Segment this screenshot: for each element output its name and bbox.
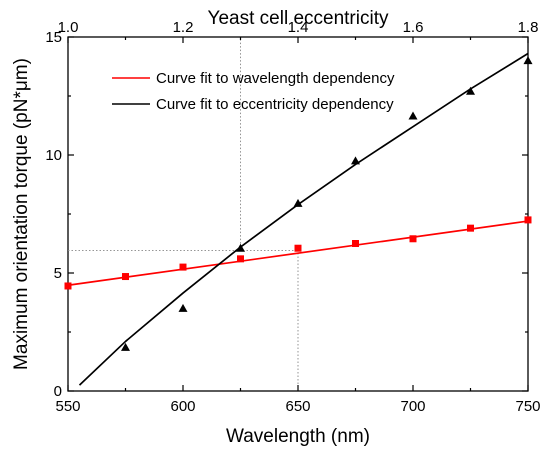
axis-ticks: 550 600 650 700 750 1.0 1.2 1.4 1.6 1.8 0 5 10 15 <box>45 19 540 415</box>
x2-tick-label: 1.0 <box>58 19 79 36</box>
x2-axis-label: Yeast cell eccentricity <box>208 8 389 29</box>
marker-series-0-point-0 <box>64 282 72 290</box>
x-axis-label: Wavelength (nm) <box>226 426 370 447</box>
x-tick-label: 750 <box>515 398 540 415</box>
x2-tick-label: 1.6 <box>403 19 424 36</box>
marker-series-0-point-7 <box>467 224 474 232</box>
x-tick-label: 650 <box>285 398 310 415</box>
x-tick-label: 550 <box>55 398 80 415</box>
marker-series-1-point-2 <box>236 243 245 252</box>
marker-series-1-point-0 <box>121 342 130 351</box>
y-tick-label: 10 <box>45 147 62 164</box>
marker-series-0-point-3 <box>237 255 244 263</box>
marker-series-0-point-8 <box>524 216 532 224</box>
legend-label-eccentricity: Curve fit to eccentricity dependency <box>156 96 394 113</box>
marker-series-1-point-6 <box>466 86 475 95</box>
marker-series-1-point-1 <box>178 303 188 312</box>
marker-series-0-point-5 <box>352 240 359 247</box>
fit-line-series-0 <box>67 220 529 287</box>
marker-series-0-point-6 <box>409 235 417 243</box>
x-tick-label: 700 <box>400 398 425 415</box>
marker-series-0-point-2 <box>179 263 187 271</box>
data-markers <box>64 56 533 351</box>
marker-series-1-point-4 <box>351 156 360 165</box>
y-tick-label: 15 <box>45 29 62 46</box>
reference-lines <box>68 37 299 391</box>
legend: Curve fit to wavelength dependency Curve… <box>112 70 395 113</box>
legend-label-wavelength: Curve fit to wavelength dependency <box>156 70 395 87</box>
y-tick-label: 0 <box>54 383 62 400</box>
x-tick-label: 600 <box>170 398 195 415</box>
x2-tick-label: 1.4 <box>288 19 309 36</box>
y-tick-label: 5 <box>54 265 62 282</box>
x2-tick-label: 1.2 <box>173 19 194 36</box>
marker-series-1-point-5 <box>408 111 418 120</box>
marker-series-1-point-7 <box>523 56 533 65</box>
marker-series-1-point-3 <box>293 198 303 207</box>
marker-series-0-point-4 <box>294 244 302 252</box>
marker-series-0-point-1 <box>122 273 129 281</box>
x2-tick-label: 1.8 <box>518 19 539 36</box>
y-axis-label: Maximum orientation torque (pN*μm) <box>11 58 32 370</box>
